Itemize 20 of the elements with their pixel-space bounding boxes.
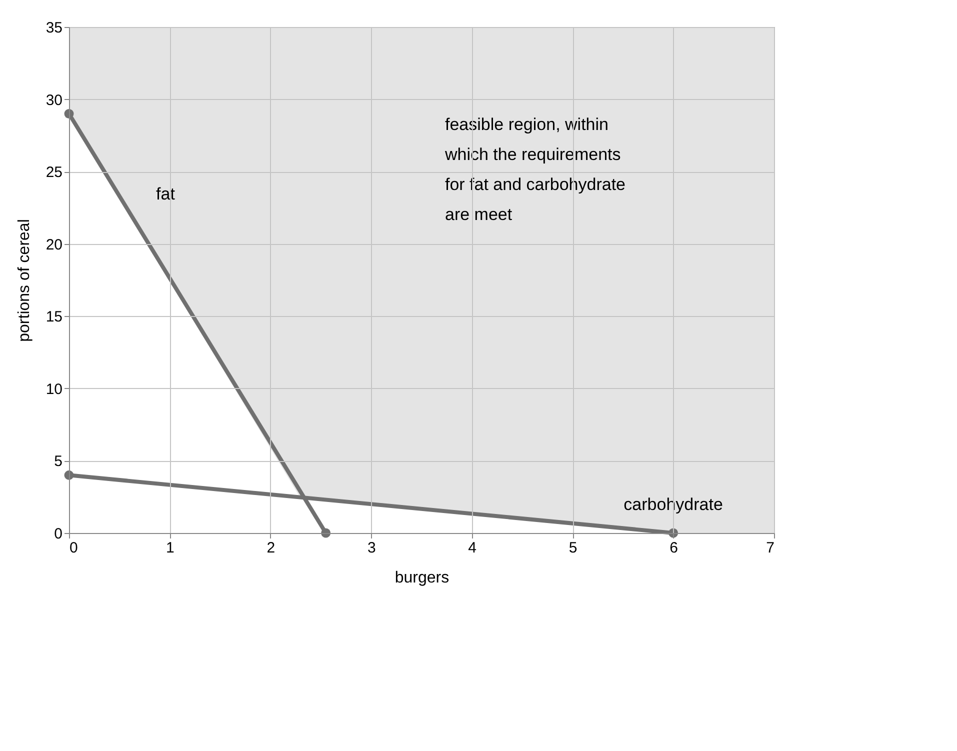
x-tick-label: 4 bbox=[468, 540, 477, 556]
y-tick-label: 35 bbox=[46, 20, 62, 36]
y-tick-label: 25 bbox=[46, 164, 62, 182]
y-tick-label: 15 bbox=[46, 308, 62, 326]
x-tick-label: 6 bbox=[670, 540, 678, 556]
y-tick-label: 0 bbox=[54, 526, 62, 542]
y-tick-label: 5 bbox=[54, 453, 62, 470]
x-axis-title: burgers bbox=[394, 570, 450, 586]
x-tick-label: 7 bbox=[766, 540, 774, 556]
y-axis-title: portions of cereal bbox=[16, 219, 33, 342]
series-label: fat bbox=[156, 184, 176, 204]
y-tick-label: 30 bbox=[46, 92, 62, 109]
series-label: carbohydrate bbox=[624, 495, 723, 514]
x-tick-label: 1 bbox=[166, 540, 174, 556]
x-tick-label: 0 bbox=[70, 540, 78, 556]
x-tick-label: 3 bbox=[367, 540, 376, 556]
x-tick-label: 5 bbox=[568, 540, 578, 556]
x-tick-label: 2 bbox=[266, 540, 276, 556]
y-tick-label: 20 bbox=[46, 236, 62, 254]
y-tick-label: 10 bbox=[46, 380, 62, 398]
